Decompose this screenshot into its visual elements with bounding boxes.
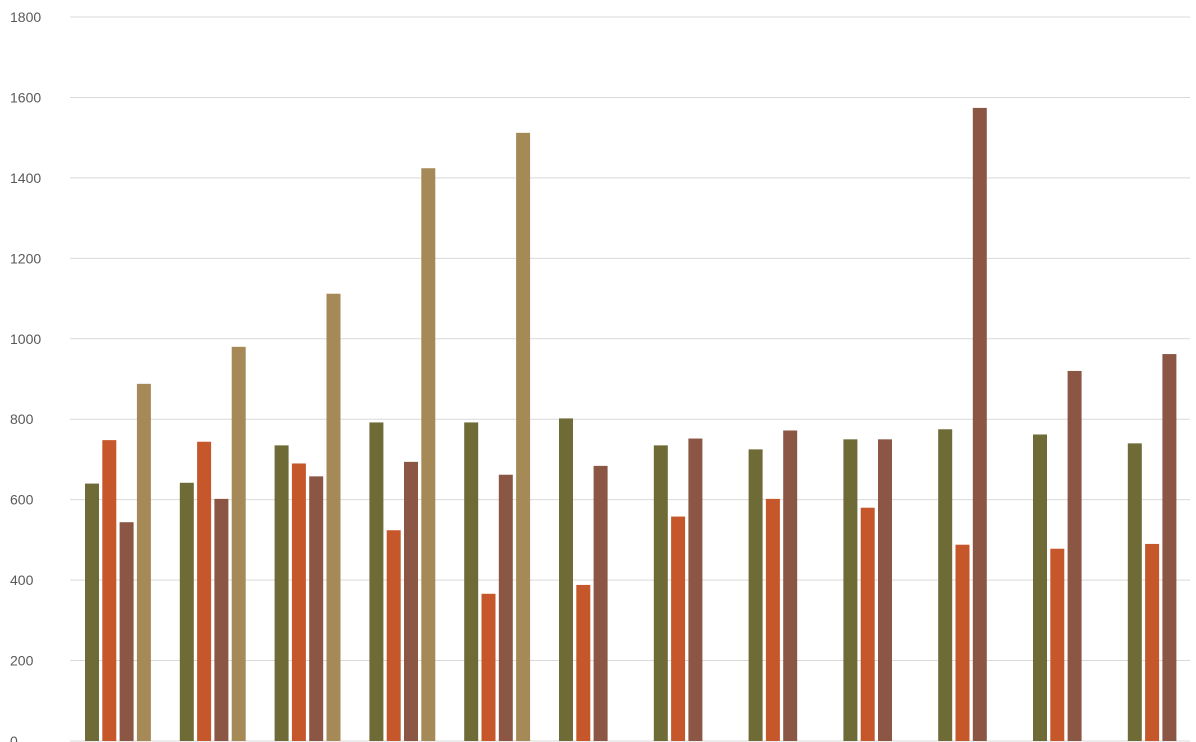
bar-group-5-series-3 (498, 474, 513, 741)
bar-group-7-series-3 (688, 438, 703, 741)
bar-group-8-series-2 (765, 498, 780, 741)
bar-group-3-series-3 (309, 476, 324, 741)
bar-group-5-series-2 (481, 593, 496, 741)
bar-group-1-series-4 (136, 383, 151, 741)
bar-group-4-series-3 (404, 461, 418, 741)
bar-group-10-series-1 (938, 429, 953, 741)
bar-group-1-series-3 (119, 522, 134, 741)
bar-group-7-series-1 (653, 445, 668, 741)
bar-group-2-series-4 (231, 346, 246, 741)
gridlines (70, 16, 1190, 742)
bar-group-10-series-3 (972, 107, 987, 741)
bar-group-12-series-2 (1145, 543, 1160, 741)
bar-group-1-series-2 (102, 440, 117, 741)
bar-group-8-series-3 (783, 430, 798, 741)
bar-group-11-series-2 (1050, 548, 1065, 741)
y-tick-label: 1800 (10, 9, 41, 25)
y-tick-label: 1000 (10, 331, 41, 347)
y-tick-label: 800 (10, 411, 34, 427)
bar-group-1-series-1 (85, 483, 99, 741)
y-tick-label: 0 (10, 733, 18, 742)
bar-group-8-series-1 (748, 449, 763, 741)
y-tick-label: 400 (10, 572, 34, 588)
bar-group-7-series-2 (671, 516, 686, 741)
y-axis: 0 200 400 600 800 1000 1200 1400 1600 1800 (10, 9, 41, 742)
bar-group-12-series-1 (1127, 443, 1142, 741)
bar-group-3-series-1 (274, 445, 289, 741)
bar-group-9-series-2 (860, 507, 875, 741)
bar-group-5-series-1 (464, 422, 479, 741)
y-tick-label: 200 (10, 653, 34, 669)
bar-group-4-series-4 (421, 168, 436, 742)
bar-group-2-series-2 (197, 441, 212, 741)
bar-group-5-series-4 (516, 132, 531, 742)
bar-group-3-series-2 (291, 463, 306, 741)
bar-group-6-series-1 (559, 418, 573, 741)
bars (85, 107, 1177, 742)
bar-group-6-series-2 (576, 584, 591, 741)
y-tick-label: 600 (10, 492, 34, 508)
bar-group-11-series-1 (1033, 434, 1047, 741)
bar-group-4-series-2 (386, 530, 401, 741)
bar-group-2-series-1 (179, 482, 194, 741)
bar-group-10-series-2 (955, 544, 970, 741)
bar-group-4-series-1 (369, 422, 384, 741)
y-tick-label: 1200 (10, 250, 41, 266)
y-tick-label: 1400 (10, 170, 41, 186)
bar-group-11-series-3 (1067, 370, 1082, 741)
y-tick-label: 1600 (10, 89, 41, 105)
bar-group-3-series-4 (326, 293, 341, 741)
bar-group-12-series-3 (1162, 354, 1177, 741)
bar-group-6-series-3 (593, 465, 608, 741)
bar-group-9-series-3 (878, 439, 892, 741)
bar-group-9-series-1 (843, 439, 858, 741)
bar-group-2-series-3 (214, 498, 229, 741)
